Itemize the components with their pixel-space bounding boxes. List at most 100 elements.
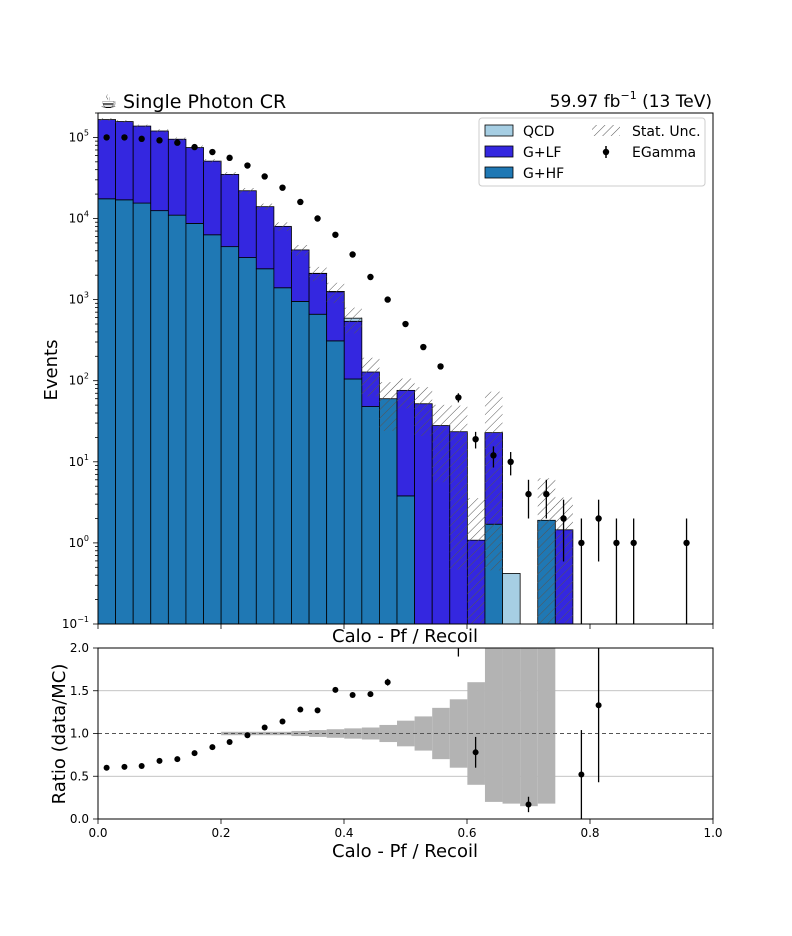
y-tick-label: 101	[69, 453, 89, 469]
y-tick-label: 103	[69, 291, 89, 307]
ratio-unc-band	[397, 720, 415, 747]
ratio-plot-area	[98, 648, 713, 819]
ratio-x-tick-label: 1.0	[703, 826, 722, 840]
ratio-point	[367, 691, 374, 698]
y-tick-label: 102	[69, 372, 89, 388]
unc-band	[98, 118, 116, 122]
bar-qcd	[502, 573, 521, 624]
ratio-point	[244, 732, 251, 739]
bar-glf	[291, 249, 310, 302]
bar-glf	[115, 121, 134, 201]
ratio-unc-band	[221, 731, 239, 736]
ratio-point	[121, 763, 128, 770]
bar-glf	[167, 138, 187, 216]
data-point	[349, 251, 356, 258]
unc-band	[221, 172, 239, 177]
data-point	[121, 134, 128, 141]
main-plot-area	[98, 118, 690, 624]
ratio-point	[156, 757, 163, 764]
ratio-y-tick-label: 0.0	[70, 812, 89, 826]
ratio-point	[314, 707, 321, 714]
unc-band	[414, 387, 433, 437]
data-point	[472, 435, 479, 443]
data-point	[244, 162, 251, 169]
data-point	[543, 490, 550, 498]
legend-swatch-glf	[484, 145, 514, 158]
data-point	[314, 215, 321, 222]
data-point	[420, 343, 427, 351]
legend-item-unc: Stat. Unc.	[592, 124, 701, 140]
main-x-axis-label: Calo - Pf / Recoil	[332, 626, 478, 647]
legend-swatch-unc	[592, 125, 620, 136]
data-point	[613, 539, 620, 547]
data-point	[578, 539, 585, 547]
bar-glf	[203, 160, 222, 236]
data-point	[332, 231, 339, 238]
ratio-panel: 0.0 0.5 1.0 1.5 2.0 0.0 0.2 0.4 0.6 0.8 1.0 Ratio…	[49, 641, 723, 862]
data-point	[560, 515, 567, 522]
ratio-unc-band	[502, 648, 521, 804]
ratio-y-axis-label: Ratio (data/MC)	[49, 664, 70, 805]
coffee-cup-icon: ☕	[100, 91, 117, 113]
bar-ghf	[98, 198, 116, 624]
legend-swatch-data-marker	[602, 148, 610, 156]
lumi-label: 59.97 fb−1 (13 TeV)	[550, 89, 712, 112]
bar-ghf	[343, 378, 363, 624]
ratio-x-axis: 0.0 0.2 0.4 0.6 0.8 1.0	[88, 819, 723, 840]
bar-ghf	[115, 199, 134, 624]
data-point	[630, 539, 637, 547]
legend-label-glf: G+LF	[523, 145, 561, 161]
bar-ghf	[379, 398, 398, 624]
bar-glf	[273, 225, 292, 289]
data-point	[297, 198, 304, 206]
bar-glf	[98, 119, 116, 200]
unc-band	[467, 498, 485, 624]
bar-ghf	[291, 301, 310, 624]
unc-band	[203, 159, 222, 164]
unc-band	[168, 137, 186, 142]
chart-title: Single Photon CR	[123, 91, 286, 113]
ratio-unc-band	[520, 648, 538, 807]
bar-ghf	[220, 246, 240, 624]
ratio-point	[261, 724, 268, 731]
ratio-point	[103, 764, 110, 771]
unc-band	[291, 244, 310, 256]
data-point	[279, 184, 286, 191]
bar-ghf	[326, 340, 345, 624]
legend-item-glf: G+LF	[484, 145, 561, 161]
y-tick-label: 105	[69, 128, 89, 144]
bar-ghf	[167, 214, 187, 624]
ratio-point	[595, 702, 602, 709]
legend-item-qcd: QCD	[484, 124, 555, 140]
ratio-x-tick-label: 0.2	[211, 826, 230, 840]
ratio-point	[472, 749, 479, 756]
bar-ghf	[396, 495, 416, 624]
main-frame	[97, 112, 714, 625]
unc-band	[273, 222, 292, 231]
data-point	[683, 539, 690, 547]
ratio-unc-band	[326, 729, 345, 738]
ratio-x-tick-label: 0.6	[457, 826, 476, 840]
bar-ghf	[132, 202, 152, 624]
legend-swatch-ghf	[484, 166, 514, 179]
unc-band	[115, 120, 134, 123]
unc-band	[309, 266, 327, 282]
ratio-point	[226, 739, 233, 746]
ratio-unc-band	[537, 648, 556, 804]
bar-ghf	[238, 257, 257, 624]
chart-header: ☕ Single Photon CR 59.97 fb−1 (13 TeV)	[100, 89, 712, 113]
legend-item-ghf: G+HF	[484, 166, 564, 182]
bar-ghf	[150, 210, 169, 624]
ratio-point	[525, 801, 532, 808]
main-y-axis: 105 104 103 102 101 100 10−1	[62, 112, 98, 631]
bar-ghf	[308, 313, 328, 624]
data-point	[437, 363, 444, 370]
legend-swatch-qcd	[484, 124, 514, 137]
bar-ghf	[273, 287, 292, 624]
legend-box	[478, 117, 706, 187]
ratio-point	[209, 744, 216, 751]
unc-band	[256, 203, 274, 210]
data-point	[156, 137, 163, 144]
y-tick-label: 104	[69, 210, 89, 226]
